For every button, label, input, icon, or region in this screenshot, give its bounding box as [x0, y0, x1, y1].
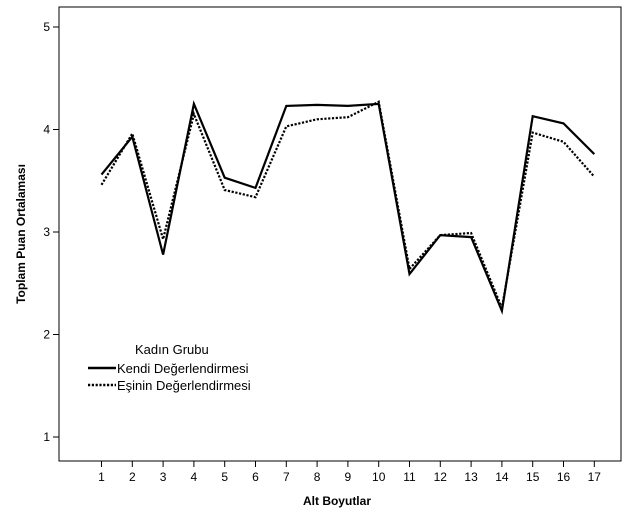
- x-tick-label: 12: [434, 470, 448, 484]
- x-tick-label: 13: [464, 470, 478, 484]
- x-tick-label: 15: [526, 470, 540, 484]
- x-tick-label: 3: [160, 470, 167, 484]
- plot-frame: [58, 6, 622, 462]
- x-tick-label: 8: [314, 470, 321, 484]
- series-lines: [100, 100, 596, 315]
- x-tick-label: 1: [98, 470, 105, 484]
- legend: Kadın Grubu Kendi Değerlendirmesi Eşinin …: [88, 342, 251, 393]
- x-tick-label: 5: [221, 470, 228, 484]
- legend-label-1: Kendi Değerlendirmesi: [117, 361, 249, 376]
- x-tick-label: 7: [283, 470, 290, 484]
- x-tick-label: 11: [403, 470, 416, 484]
- axes: [58, 6, 622, 462]
- x-tick-label: 17: [588, 470, 602, 484]
- x-tick-label: 2: [129, 470, 136, 484]
- series-line-1: [100, 100, 596, 315]
- series-line-2: [100, 100, 596, 312]
- x-tick-label: 9: [345, 470, 352, 484]
- x-tick-label: 6: [252, 470, 259, 484]
- x-tick-label: 10: [372, 470, 386, 484]
- legend-label-2: Eşinin Değerlendirmesi: [117, 378, 251, 393]
- y-tick-label: 4: [43, 123, 50, 137]
- y-tick-label: 3: [43, 225, 50, 239]
- y-tick-label: 5: [43, 20, 50, 34]
- x-axis-title: Alt Boyutlar: [303, 494, 371, 508]
- y-tick-label: 2: [43, 328, 50, 342]
- x-tick-label: 14: [495, 470, 509, 484]
- legend-title: Kadın Grubu: [135, 342, 209, 357]
- y-tick-label: 1: [43, 430, 50, 444]
- y-axis-title: Toplam Puan Ortalaması: [14, 164, 28, 304]
- x-tick-label: 4: [191, 470, 198, 484]
- x-tick-label: 16: [557, 470, 571, 484]
